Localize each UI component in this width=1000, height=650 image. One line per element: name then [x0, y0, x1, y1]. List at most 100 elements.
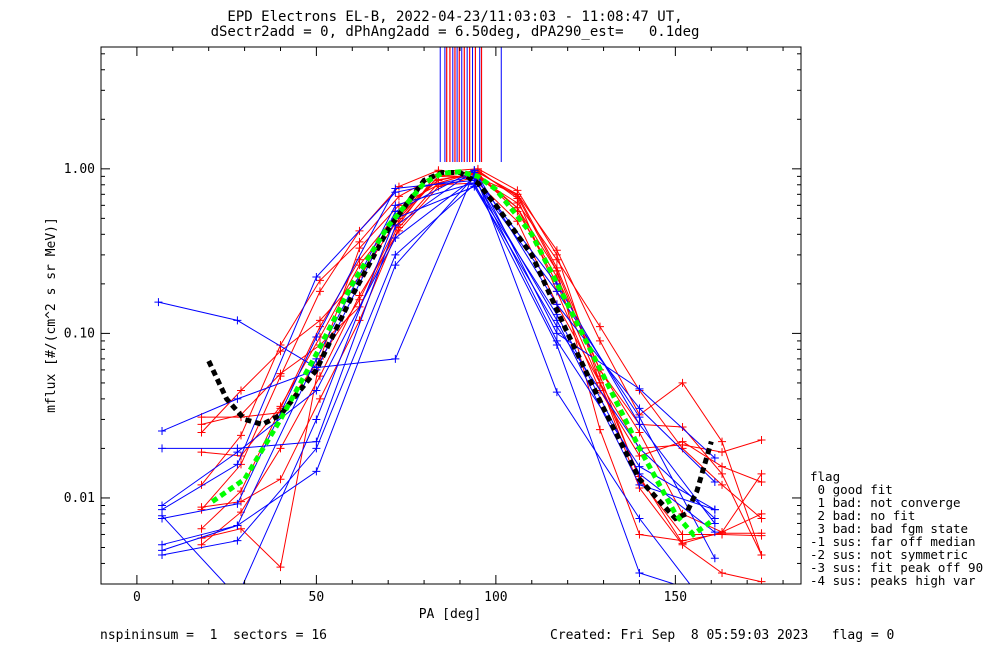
red-data-point: [757, 436, 766, 444]
blue-data-point: [635, 413, 644, 422]
flag-legend: flag 0 good fit 1 bad: not converge 2 ba…: [810, 470, 983, 587]
red-data-point: [315, 276, 324, 285]
red-data-point: [237, 386, 245, 395]
red-data-point: [678, 437, 687, 446]
blue-data-point: [710, 528, 719, 537]
red-data-point: [197, 503, 206, 512]
red-data-point: [276, 369, 285, 378]
red-series-line-7: [201, 182, 762, 583]
red-data-point: [237, 431, 245, 440]
blue-data-point: [635, 568, 644, 577]
green-fit-curve: [210, 169, 713, 538]
blue-data-point: [233, 593, 241, 601]
y-tick-label: 0.10: [64, 326, 95, 341]
red-data-point: [757, 551, 766, 560]
legend-item: -1 sus: far off median: [810, 534, 976, 549]
plot-frame: [100, 46, 802, 585]
blue-data-point: [233, 536, 242, 545]
blue-data-point: [470, 182, 479, 191]
red-data-point: [276, 444, 285, 453]
red-data-point: [635, 530, 644, 539]
blue-series-line-2: [162, 169, 716, 483]
red-data-point: [276, 475, 285, 484]
blue-data-point: [552, 388, 561, 397]
red-data-point: [315, 287, 324, 296]
footer-right: Created: Fri Sep 8 05:59:03 2023 flag = …: [550, 628, 895, 643]
blue-data-point: [635, 514, 644, 523]
red-data-point: [718, 462, 727, 471]
blue-series-group: [154, 166, 719, 621]
red-series-group: [197, 164, 766, 584]
blue-data-point: [312, 386, 321, 395]
blue-series-line-7: [161, 175, 716, 551]
red-data-point: [197, 420, 206, 429]
blue-data-point: [635, 420, 644, 429]
red-data-point: [678, 530, 687, 539]
blue-data-point: [711, 613, 719, 621]
red-series-line-6: [201, 173, 762, 542]
blue-data-point: [233, 316, 242, 325]
red-data-point: [595, 322, 604, 331]
red-data-point: [197, 524, 206, 533]
red-data-point: [197, 448, 206, 457]
red-data-point: [355, 244, 364, 253]
red-data-point: [595, 425, 604, 434]
blue-data-point: [552, 322, 561, 331]
red-series-line-5: [201, 169, 762, 483]
red-data-point: [678, 378, 687, 387]
red-data-point: [757, 469, 766, 478]
blue-data-point: [710, 478, 719, 487]
x-tick-label: 150: [664, 590, 687, 605]
blue-series-line-0: [158, 171, 691, 584]
blue-data-point: [391, 201, 400, 210]
red-data-point: [718, 480, 727, 489]
blue-data-point: [158, 501, 167, 510]
blue-data-point: [233, 521, 242, 530]
blue-data-point: [233, 448, 242, 457]
red-data-point: [552, 263, 561, 272]
blue-data-point: [391, 250, 400, 259]
x-tick-label: 100: [484, 590, 507, 605]
blue-series-line-1: [161, 169, 716, 459]
y-axis-label: mflux [#/(cm^2 s sr MeV)]: [44, 217, 59, 413]
blue-data-point: [710, 514, 719, 523]
red-data-point: [315, 316, 324, 325]
blue-data-point: [635, 462, 644, 471]
blue-data-point: [711, 593, 719, 601]
blue-series-line-6: [161, 182, 676, 584]
blue-data-point: [710, 554, 719, 563]
red-data-point: [197, 480, 206, 489]
red-data-point: [394, 182, 403, 191]
legend-item: 2 bad: no fit: [810, 508, 916, 523]
blue-data-point: [552, 341, 561, 350]
blue-series-line-5: [161, 179, 716, 559]
blue-data-point: [312, 273, 321, 282]
legend-item: -2 sus: not symmetric: [810, 547, 969, 562]
blue-data-point: [312, 415, 321, 424]
blue-data-point: [710, 453, 719, 462]
red-data-point: [718, 528, 727, 537]
blue-data-point: [312, 333, 321, 342]
blue-data-point: [233, 394, 242, 403]
red-series-line-9: [201, 175, 762, 533]
y-tick-label: 0.01: [64, 491, 95, 506]
blue-data-point: [391, 261, 400, 270]
red-data-point: [718, 437, 727, 446]
red-data-point: [678, 422, 687, 431]
blue-data-point: [158, 551, 167, 560]
blue-data-point: [391, 184, 400, 193]
blue-data-point: [391, 354, 400, 363]
red-data-point: [315, 394, 324, 403]
blue-data-point: [158, 427, 167, 436]
red-data-point: [757, 509, 766, 518]
red-data-point: [355, 295, 364, 304]
blue-series-line-9: [161, 185, 716, 584]
legend-item: 1 bad: not converge: [810, 495, 961, 510]
red-data-point: [718, 448, 727, 457]
legend-item: -4 sus: peaks high var: [810, 573, 976, 588]
blue-data-point: [635, 404, 644, 413]
chart-title: EPD Electrons EL-B, 2022-04-23/11:03:03 …: [227, 9, 683, 25]
blue-data-point: [158, 511, 167, 520]
red-series-line-1: [201, 174, 762, 519]
red-data-point: [315, 372, 324, 381]
